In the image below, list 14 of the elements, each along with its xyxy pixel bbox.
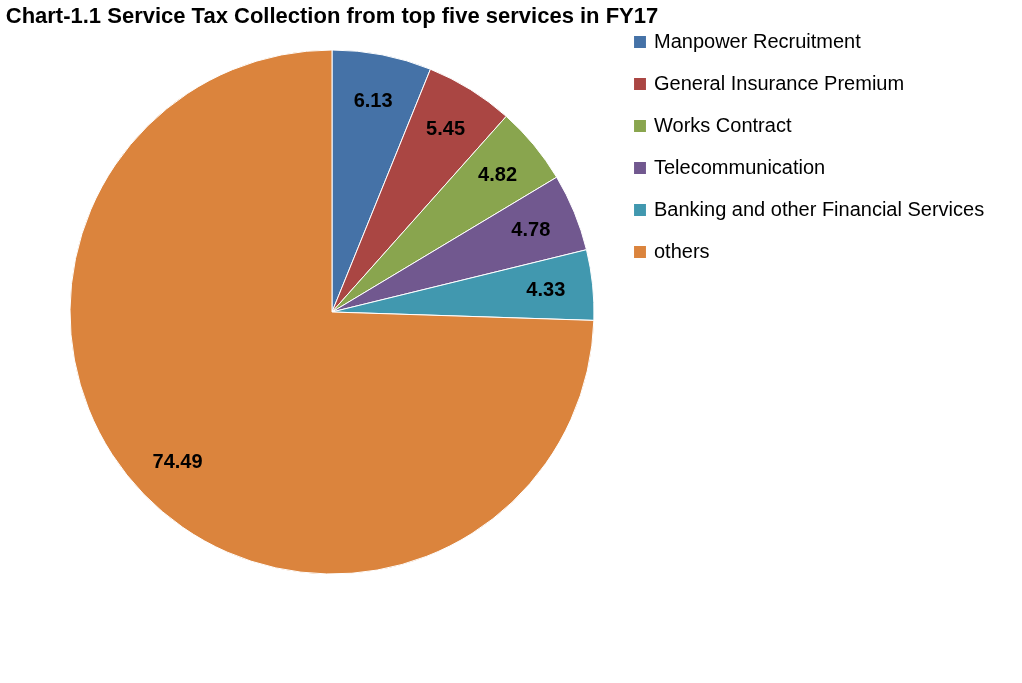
legend-label: Banking and other Financial Services <box>654 198 985 220</box>
data-label: 4.82 <box>478 162 518 185</box>
data-label: 4.78 <box>511 218 551 241</box>
data-label: 6.13 <box>353 88 393 111</box>
legend-label: Telecommunication <box>654 156 826 178</box>
chart-title: Chart-1.1 Service Tax Collection from top five services in FY17 <box>5 3 659 28</box>
data-label: 74.49 <box>152 449 203 472</box>
pie-slice <box>69 49 595 575</box>
legend-label: others <box>654 240 710 262</box>
legend-label: Works Contract <box>654 114 792 136</box>
legend-label: Manpower Recruitment <box>654 30 862 52</box>
legend-label: General Insurance Premium <box>654 72 905 94</box>
data-label: 5.45 <box>426 117 466 140</box>
data-label: 4.33 <box>526 277 566 300</box>
